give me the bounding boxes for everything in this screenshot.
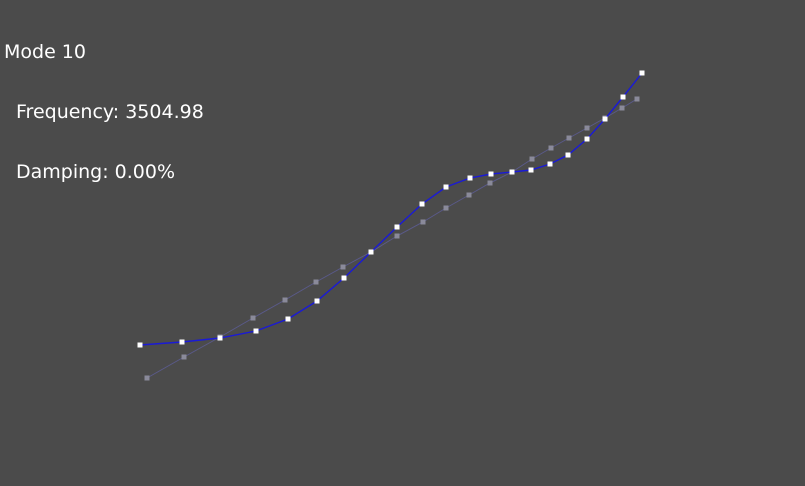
deformed-node — [565, 152, 571, 158]
undeformed-node — [144, 375, 150, 381]
deformed-node — [620, 94, 626, 100]
undeformed-node — [250, 315, 256, 321]
deformed-node — [137, 342, 143, 348]
deformed-node — [179, 339, 185, 345]
deformed-node — [394, 224, 400, 230]
deformed-node — [528, 167, 534, 173]
undeformed-node — [443, 205, 449, 211]
undeformed-node — [394, 233, 400, 239]
undeformed-node — [466, 192, 472, 198]
deformed-node — [602, 116, 608, 122]
undeformed-node — [487, 180, 493, 186]
deformed-node — [443, 184, 449, 190]
undeformed-node — [529, 156, 535, 162]
deformed-line — [139, 72, 643, 346]
deformed-node — [509, 169, 515, 175]
deformed-node — [217, 335, 223, 341]
deformed-node — [285, 316, 291, 322]
deformed-node — [341, 275, 347, 281]
deformed-node — [314, 298, 320, 304]
deformed-mode-shape — [137, 70, 645, 348]
undeformed-node — [181, 354, 187, 360]
deformed-node — [467, 175, 473, 181]
undeformed-node — [566, 135, 572, 141]
undeformed-node — [420, 219, 426, 225]
deformed-node — [639, 70, 645, 76]
undeformed-node — [282, 297, 288, 303]
undeformed-node — [313, 279, 319, 285]
undeformed-node — [634, 96, 640, 102]
undeformed-node — [548, 145, 554, 151]
deformed-node — [253, 328, 259, 334]
undeformed-node — [619, 105, 625, 111]
deformed-node — [547, 161, 553, 167]
undeformed-node — [340, 264, 346, 270]
undeformed-node — [584, 125, 590, 131]
deformed-node — [488, 171, 494, 177]
deformed-node — [368, 249, 374, 255]
deformed-node — [419, 201, 425, 207]
deformed-node — [584, 136, 590, 142]
